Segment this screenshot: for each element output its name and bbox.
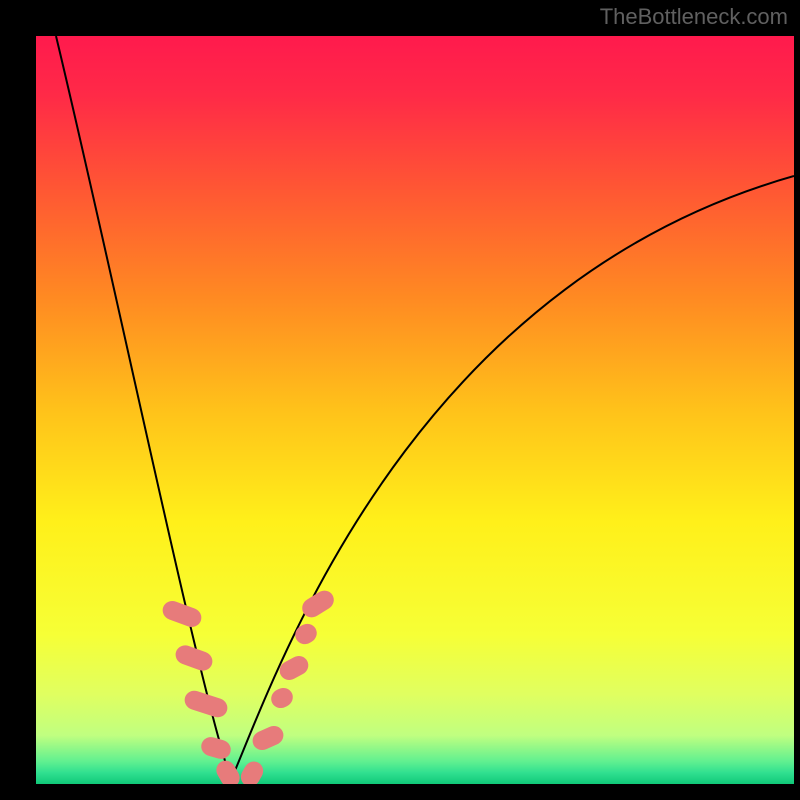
- curve-layer: [36, 36, 794, 784]
- marker-pill: [276, 653, 311, 684]
- chart-inner: [36, 36, 794, 784]
- chart-outer: TheBottleneck.com: [0, 0, 800, 800]
- marker-pill: [268, 685, 296, 712]
- marker-pill: [250, 723, 287, 753]
- marker-pill: [173, 643, 215, 674]
- marker-pill: [199, 735, 233, 762]
- marker-pill: [292, 620, 321, 647]
- marker-group: [160, 587, 337, 784]
- marker-pill: [237, 758, 266, 784]
- bottleneck-curve: [56, 36, 794, 780]
- marker-pill: [160, 598, 204, 630]
- watermark-text: TheBottleneck.com: [600, 4, 788, 30]
